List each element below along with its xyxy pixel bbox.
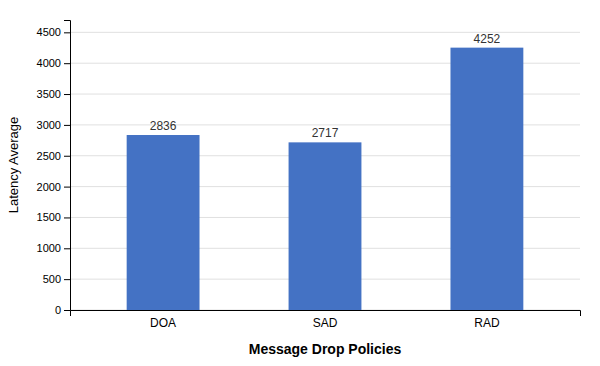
y-tick-label: 1500: [37, 211, 61, 223]
y-tick-label: 0: [55, 304, 61, 316]
y-tick-label: 1000: [37, 242, 61, 254]
y-tick: 1500: [37, 211, 70, 223]
y-axis-title: Latency Average: [6, 117, 21, 214]
y-tick: 2500: [37, 150, 70, 162]
data-labels: 2836 2717 4252: [150, 32, 501, 141]
y-tick-label: 3000: [37, 119, 61, 131]
x-tick: SAD: [313, 316, 338, 330]
y-tick-mark: [64, 187, 70, 188]
x-tick-label: SAD: [313, 316, 338, 330]
y-tick: 4500: [37, 26, 70, 38]
y-tick-mark: [64, 94, 70, 95]
plot: 0 500 1000 1500 2000 2500 3000 3500 4000 4500 DOA S…: [37, 21, 581, 330]
data-label: 2717: [312, 126, 339, 140]
data-label: 4252: [474, 32, 501, 46]
bar: [127, 135, 200, 310]
chart: 0 500 1000 1500 2000 2500 3000 3500 4000 4500 DOA S…: [0, 0, 600, 366]
bar: [289, 142, 362, 310]
y-tick-label: 4000: [37, 57, 61, 69]
bars: [127, 48, 524, 310]
x-tick-label: RAD: [474, 316, 500, 330]
y-tick: 4000: [37, 57, 70, 69]
grid-line: [70, 32, 580, 33]
grid: [70, 32, 580, 310]
y-tick-mark: [64, 125, 70, 126]
x-axis: DOA SAD RAD: [71, 311, 581, 330]
y-tick-label: 2500: [37, 150, 61, 162]
y-tick-label: 3500: [37, 88, 61, 100]
y-tick-mark: [64, 32, 70, 33]
x-tick: DOA: [150, 316, 176, 330]
y-tick: 3500: [37, 88, 70, 100]
data-label: 2836: [150, 119, 177, 133]
bar: [450, 48, 523, 310]
y-tick: 500: [43, 273, 70, 285]
x-tick-label: DOA: [150, 316, 176, 330]
y-axis: 0 500 1000 1500 2000 2500 3000 3500 4000 4500: [37, 21, 71, 317]
y-tick-label: 500: [43, 273, 61, 285]
y-tick-label: 2000: [37, 181, 61, 193]
y-tick-mark: [64, 156, 70, 157]
y-tick-mark: [64, 217, 70, 218]
y-tick: 0: [55, 304, 70, 316]
x-axis-title: Message Drop Policies: [249, 341, 402, 357]
y-tick: 3000: [37, 119, 70, 131]
y-tick: 1000: [37, 242, 70, 254]
y-tick-mark: [64, 279, 70, 280]
y-tick: 2000: [37, 181, 70, 193]
axis-line: [64, 21, 71, 311]
y-tick-mark: [64, 248, 70, 249]
y-tick-mark: [64, 310, 70, 311]
y-tick-label: 4500: [37, 26, 61, 38]
y-tick-mark: [64, 63, 70, 64]
x-tick: RAD: [474, 316, 500, 330]
